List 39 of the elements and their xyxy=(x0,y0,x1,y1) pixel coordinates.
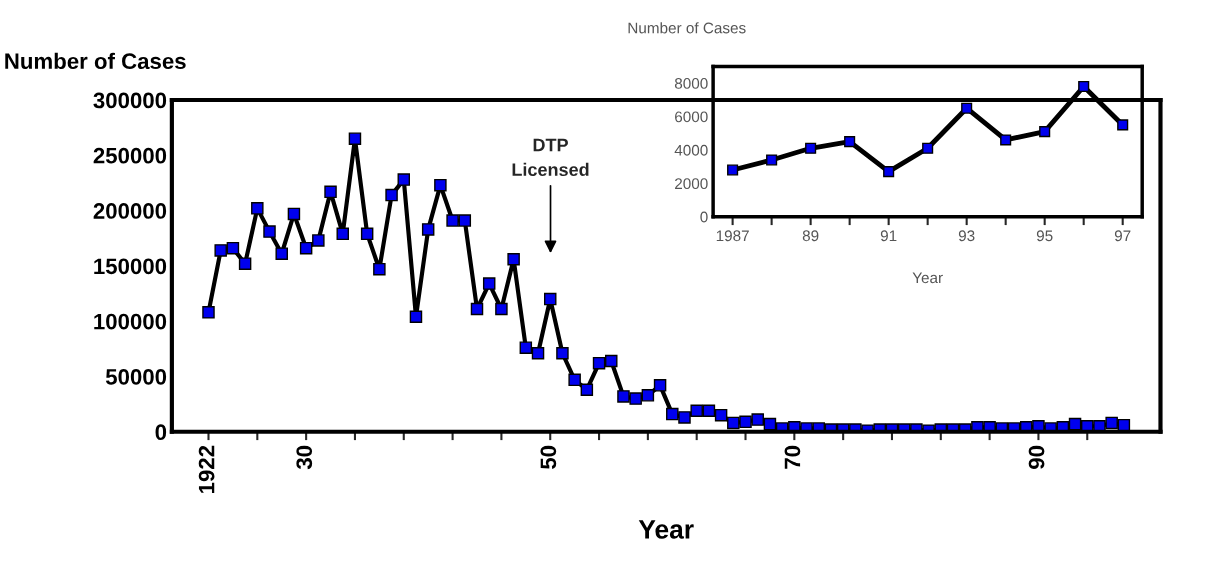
x-tick-label: 93 xyxy=(958,230,975,242)
point xyxy=(883,166,895,178)
point xyxy=(766,154,778,166)
y-axis-title: Number of Cases xyxy=(628,22,746,34)
x-tick-label: 97 xyxy=(1114,230,1131,242)
point xyxy=(1039,126,1051,138)
y-tick-label: 8000 xyxy=(674,78,708,89)
point xyxy=(1078,80,1090,93)
y-tick-label: 2000 xyxy=(675,178,708,190)
point xyxy=(805,142,817,154)
x-tick-label: 95 xyxy=(1036,230,1053,242)
x-tick-label: 89 xyxy=(802,230,819,242)
point xyxy=(922,142,934,154)
point xyxy=(1117,119,1129,131)
x-tick-label: 50 xyxy=(540,445,557,469)
x-tick-label: 1987 xyxy=(716,230,749,242)
point xyxy=(961,102,973,114)
y-tick-label: 200000 xyxy=(93,203,167,219)
x-tick-label: 30 xyxy=(296,445,313,470)
y-tick-label: 0 xyxy=(700,211,708,223)
x-axis-title: Year xyxy=(912,272,943,284)
point xyxy=(727,164,739,176)
y-tick-label: 250000 xyxy=(93,147,167,164)
y-tick-label: 100000 xyxy=(94,313,167,330)
annotation: DTP Licensed xyxy=(512,138,589,177)
y-axis-title: Number of Cases xyxy=(5,52,186,70)
x-tick-label: 1922 xyxy=(198,445,215,493)
x-tick-label: 90 xyxy=(1028,445,1045,469)
x-axis-title: Year xyxy=(638,520,694,539)
y-tick-label: 300000 xyxy=(93,92,167,109)
point xyxy=(844,136,856,148)
y-tick-label: 0 xyxy=(155,424,167,441)
x-tick-label: 70 xyxy=(784,445,801,469)
y-tick-label: 150000 xyxy=(94,258,167,275)
x-tick-label: 91 xyxy=(880,230,897,242)
y-tick-label: 4000 xyxy=(674,144,708,156)
y-tick-label: 50000 xyxy=(105,369,167,385)
y-tick-label: 6000 xyxy=(675,111,708,123)
point xyxy=(1000,134,1012,146)
